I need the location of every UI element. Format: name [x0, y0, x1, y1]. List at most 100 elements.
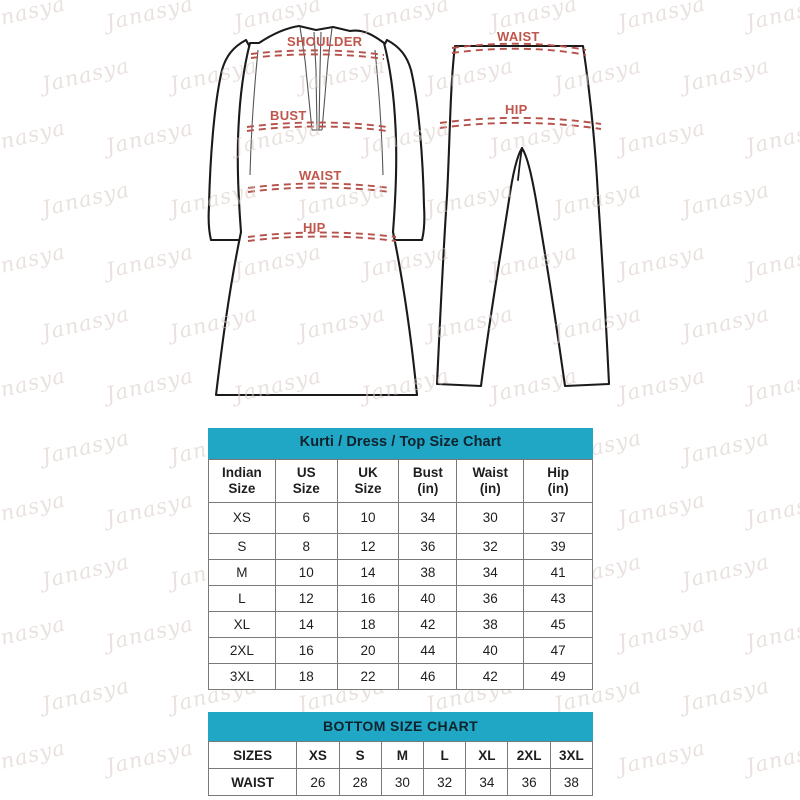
bottom-size-header-6: 3XL	[549, 741, 594, 770]
bottom-table-header-row: SIZES XS S M L XL 2XL 3XL	[207, 741, 594, 770]
kurti-cell-bust: 44	[398, 636, 458, 664]
kurti-table-header-row: Indian Size US Size UK Size Bust (in) Waist (in) H…	[208, 458, 593, 503]
table-row: XL 14 18 42 38 45	[208, 610, 593, 638]
kurti-table-header-cell-2: UK Size	[336, 458, 400, 503]
bottom-size-header-1: S	[338, 741, 382, 770]
watermark-text: Janasya	[100, 735, 196, 779]
pants-waist-measure-line-2	[451, 47, 587, 56]
kurti-cell-uk: 20	[336, 636, 400, 664]
watermark-text: Janasya	[0, 673, 4, 717]
kurti-cell-us: 12	[274, 584, 338, 612]
bottom-size-chart: BOTTOM SIZE CHART SIZES XS S M L XL 2XL 3XL WAIS…	[207, 712, 594, 797]
bottom-size-header-3: L	[423, 741, 467, 770]
kurti-cell-uk: 12	[336, 532, 400, 560]
kurti-cell-indian: M	[208, 558, 276, 586]
bottom-size-header-2: M	[380, 741, 425, 770]
bottom-waist-value-5: 36	[507, 768, 551, 797]
kurti-size-table: Indian Size US Size UK Size Bust (in) Waist (in) H…	[208, 458, 593, 690]
kurti-table-header-cell-5: Hip (in)	[523, 458, 593, 503]
kurti-cell-waist: 42	[456, 662, 525, 690]
label-pants-hip: HIP	[505, 102, 528, 117]
kurti-table-header-cell-4: Waist (in)	[456, 458, 525, 503]
kurti-cell-us: 16	[274, 636, 338, 664]
bottom-size-chart-title: BOTTOM SIZE CHART	[208, 712, 593, 742]
kurti-cell-bust: 42	[398, 610, 458, 638]
kurti-cell-waist: 36	[456, 584, 525, 612]
kurti-size-chart: Kurti / Dress / Top Size Chart Indian Siz…	[208, 428, 593, 690]
table-row: 3XL 18 22 46 42 49	[208, 662, 593, 690]
watermark-text: Janasya	[36, 549, 132, 593]
label-pants-waist: WAIST	[497, 29, 540, 44]
watermark-text: Janasya	[612, 735, 708, 779]
kurti-cell-us: 14	[274, 610, 338, 638]
kurti-cell-indian: L	[208, 584, 276, 612]
kurti-cell-indian: XL	[208, 610, 276, 638]
kurti-cell-hip: 45	[523, 610, 593, 638]
watermark-text: Janasya	[676, 673, 772, 717]
bottom-waist-value-0: 26	[296, 768, 340, 797]
shoulder-measure-line	[250, 49, 385, 56]
kurti-cell-us: 6	[274, 501, 338, 534]
kurti-table-header-cell-1: US Size	[274, 458, 338, 503]
watermark-text: Janasya	[36, 673, 132, 717]
watermark-text: Janasya	[740, 487, 800, 531]
kurti-cell-waist: 32	[456, 532, 525, 560]
table-row: 2XL 16 20 44 40 47	[208, 636, 593, 664]
kurti-cell-uk: 14	[336, 558, 400, 586]
watermark-text: Janasya	[676, 549, 772, 593]
bottom-waist-value-4: 34	[465, 768, 509, 797]
kurti-cell-hip: 47	[523, 636, 593, 664]
kurti-cell-waist: 30	[456, 501, 525, 534]
table-row: XS 6 10 34 30 37	[208, 501, 593, 534]
bust-measure-line	[246, 121, 388, 128]
bust-measure-line-2	[246, 125, 388, 132]
bottom-table-header-sizes: SIZES	[207, 741, 298, 770]
garment-illustrations: SHOULDER BUST WAIST HIP WAIST HIP	[207, 24, 611, 397]
kurti-cell-bust: 34	[398, 501, 458, 534]
pants-waist-measure-line	[451, 42, 587, 51]
kurti-cell-indian: XS	[208, 501, 276, 534]
waist-measure-line-2	[247, 186, 391, 193]
kurti-cell-hip: 41	[523, 558, 593, 586]
kurti-cell-indian: 3XL	[208, 662, 276, 690]
watermark-text: Janasya	[676, 425, 772, 469]
watermark-text: Janasya	[0, 611, 68, 655]
kurti-cell-waist: 34	[456, 558, 525, 586]
watermark-text: Janasya	[740, 735, 800, 779]
kurti-cell-uk: 22	[336, 662, 400, 690]
bottom-size-header-0: XS	[296, 741, 340, 770]
table-row: M 10 14 38 34 41	[208, 558, 593, 586]
watermark-text: Janasya	[100, 487, 196, 531]
kurti-cell-waist: 38	[456, 610, 525, 638]
waist-measure-line	[247, 182, 391, 189]
table-row: S 8 12 36 32 39	[208, 532, 593, 560]
kurti-table-header-cell-3: Bust (in)	[398, 458, 458, 503]
kurti-cell-indian: S	[208, 532, 276, 560]
kurti-cell-uk: 16	[336, 584, 400, 612]
watermark-text: Janasya	[612, 487, 708, 531]
hip-measure-line-2	[247, 235, 397, 242]
table-row: L 12 16 40 36 43	[208, 584, 593, 612]
bottom-size-header-5: 2XL	[507, 741, 551, 770]
watermark-text: Janasya	[0, 487, 68, 531]
bottom-waist-value-1: 28	[338, 768, 382, 797]
label-shoulder: SHOULDER	[287, 34, 363, 49]
bottom-waist-value-3: 32	[423, 768, 467, 797]
label-hip: HIP	[303, 220, 326, 235]
kurti-cell-us: 10	[274, 558, 338, 586]
bottom-waist-value-6: 38	[549, 768, 594, 797]
label-bust: BUST	[270, 108, 307, 123]
watermark-text: Janasya	[100, 611, 196, 655]
watermark-text: Janasya	[0, 549, 4, 593]
watermark-text: Janasya	[36, 425, 132, 469]
watermark-text: Janasya	[740, 611, 800, 655]
kurti-table-header-cell-0: Indian Size	[208, 458, 276, 503]
table-row: WAIST 26 28 30 32 34 36 38	[207, 768, 594, 797]
kurti-cell-hip: 49	[523, 662, 593, 690]
kurti-cell-uk: 18	[336, 610, 400, 638]
bottom-size-table: SIZES XS S M L XL 2XL 3XL WAIST 26 28 30 32 34 36 38	[207, 741, 594, 797]
kurti-cell-uk: 10	[336, 501, 400, 534]
kurti-cell-us: 8	[274, 532, 338, 560]
kurti-dress-illustration: SHOULDER BUST WAIST HIP	[207, 24, 426, 397]
kurti-cell-bust: 38	[398, 558, 458, 586]
